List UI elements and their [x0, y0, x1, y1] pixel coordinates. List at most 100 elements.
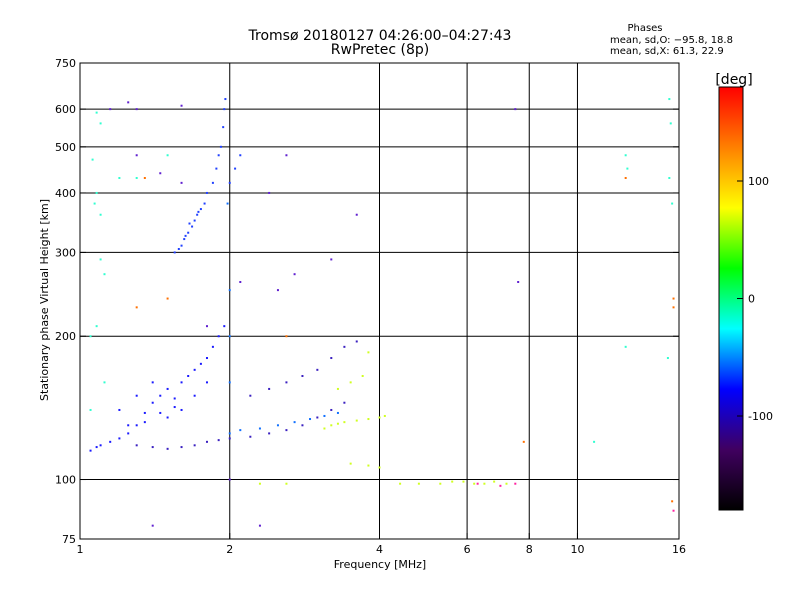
data-point — [276, 289, 279, 292]
data-point — [330, 408, 333, 411]
data-point — [95, 325, 98, 328]
data-point — [224, 98, 227, 101]
data-point — [99, 444, 102, 447]
data-point — [135, 306, 138, 309]
y-tick-label: 600 — [55, 103, 76, 116]
data-point — [109, 108, 112, 111]
data-point — [668, 176, 671, 179]
data-point — [336, 387, 339, 390]
data-points — [89, 98, 675, 527]
data-point — [228, 289, 231, 292]
data-point — [223, 325, 226, 328]
x-tick-label: 2 — [226, 543, 233, 556]
data-point — [205, 440, 208, 443]
data-point — [180, 244, 183, 247]
data-point — [205, 357, 208, 360]
data-point — [199, 208, 202, 211]
data-point — [205, 325, 208, 328]
data-point — [103, 381, 106, 384]
data-point — [228, 432, 231, 435]
data-point — [336, 422, 339, 425]
data-point — [301, 424, 304, 427]
data-point — [91, 158, 94, 161]
data-point — [330, 357, 333, 360]
data-point — [99, 122, 102, 125]
data-point — [309, 418, 312, 421]
data-point — [118, 176, 121, 179]
data-point — [173, 251, 176, 254]
data-point — [95, 111, 98, 114]
data-point — [285, 154, 288, 157]
data-point — [89, 449, 92, 452]
data-point — [367, 351, 370, 354]
data-point — [118, 408, 121, 411]
data-point — [180, 104, 183, 107]
data-point — [301, 375, 304, 378]
data-point — [193, 219, 196, 222]
data-point — [109, 440, 112, 443]
data-point — [258, 482, 261, 485]
data-point — [671, 500, 674, 503]
y-tick-label: 500 — [55, 141, 76, 154]
data-point — [184, 234, 187, 237]
data-point — [671, 202, 674, 205]
phase-box-line-o: mean, sd,O: −95.8, 18.8 — [610, 35, 733, 46]
data-point — [159, 411, 162, 414]
data-point — [258, 524, 261, 527]
data-point — [191, 225, 194, 228]
data-point — [151, 401, 154, 404]
data-point — [127, 424, 130, 427]
data-point — [249, 435, 252, 438]
data-point — [95, 446, 98, 449]
data-point — [367, 418, 370, 421]
x-tick-label: 1 — [77, 543, 84, 556]
y-tick-label: 750 — [55, 57, 76, 70]
x-tick-label: 8 — [526, 543, 533, 556]
y-tick-label: 75 — [62, 533, 76, 546]
data-point — [417, 482, 420, 485]
data-point — [151, 524, 154, 527]
data-point — [143, 176, 146, 179]
data-point — [166, 416, 169, 419]
data-point — [89, 335, 92, 338]
data-point — [285, 381, 288, 384]
data-point — [367, 464, 370, 467]
data-point — [361, 375, 364, 378]
data-point — [222, 126, 225, 129]
data-point — [285, 335, 288, 338]
data-point — [355, 340, 358, 343]
data-point — [180, 381, 183, 384]
data-point — [399, 482, 402, 485]
data-point — [228, 335, 231, 338]
data-point — [166, 297, 169, 300]
data-point — [316, 368, 319, 371]
y-tick-label: 300 — [55, 246, 76, 259]
grid-lines — [80, 63, 679, 539]
data-point — [197, 210, 200, 213]
data-point — [378, 466, 381, 469]
data-point — [199, 362, 202, 365]
data-point — [239, 429, 242, 432]
data-point — [159, 172, 162, 175]
data-point — [383, 414, 386, 417]
data-point — [522, 440, 525, 443]
data-point — [99, 258, 102, 261]
x-tick-label: 4 — [376, 543, 383, 556]
y-axis-label: Stationary phase Virtual Height [km] — [38, 199, 51, 401]
data-point — [505, 482, 508, 485]
data-point — [514, 108, 517, 111]
data-point — [135, 394, 138, 397]
data-point — [99, 213, 102, 216]
data-point — [196, 213, 199, 216]
data-point — [173, 397, 176, 400]
data-point — [349, 462, 352, 465]
data-point — [135, 108, 138, 111]
data-point — [323, 414, 326, 417]
data-point — [276, 424, 279, 427]
data-point — [180, 181, 183, 184]
data-point — [127, 432, 130, 435]
data-point — [355, 419, 358, 422]
data-point — [330, 258, 333, 261]
data-point — [483, 482, 486, 485]
data-point — [180, 408, 183, 411]
